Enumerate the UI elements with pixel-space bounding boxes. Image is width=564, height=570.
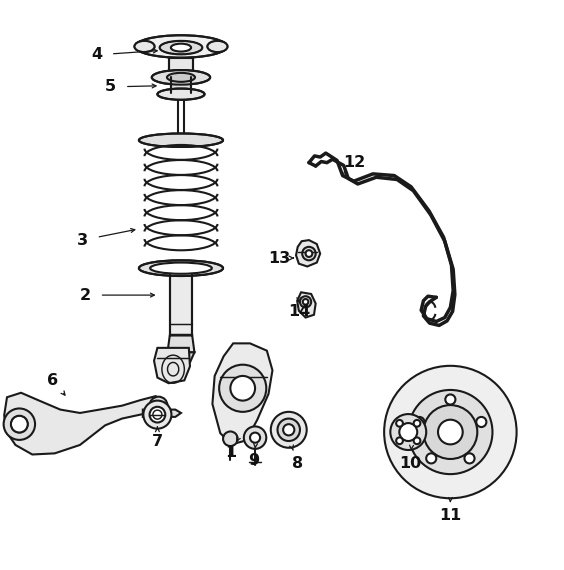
Polygon shape [170,274,192,336]
Polygon shape [143,410,181,417]
Ellipse shape [134,41,155,52]
Text: 8: 8 [292,456,303,471]
Circle shape [408,390,492,474]
Text: 14: 14 [288,304,310,319]
Circle shape [438,420,462,445]
Ellipse shape [139,260,223,276]
Text: 13: 13 [268,251,290,266]
Circle shape [11,416,28,433]
Text: 2: 2 [80,288,91,303]
Circle shape [219,365,266,412]
Circle shape [413,420,420,427]
Text: 7: 7 [152,434,163,449]
Circle shape [415,417,425,427]
Text: 11: 11 [439,508,461,523]
Circle shape [271,412,307,448]
Circle shape [424,405,477,459]
Polygon shape [296,240,320,267]
Circle shape [306,250,312,257]
Text: 3: 3 [77,233,89,247]
Circle shape [413,437,420,444]
Polygon shape [169,58,193,73]
Text: 12: 12 [343,155,365,170]
Circle shape [303,299,309,304]
Text: 6: 6 [47,373,59,388]
Circle shape [300,296,311,307]
Text: 4: 4 [91,47,102,62]
Ellipse shape [157,88,205,100]
Circle shape [3,409,35,440]
Ellipse shape [160,41,202,54]
Circle shape [230,376,255,401]
Ellipse shape [135,35,227,58]
Polygon shape [171,78,191,92]
Circle shape [143,401,171,429]
Circle shape [396,420,403,427]
Circle shape [149,397,168,414]
Ellipse shape [139,133,223,147]
Circle shape [464,453,474,463]
Circle shape [446,394,455,405]
Circle shape [223,431,237,446]
Text: 1: 1 [225,445,236,460]
Ellipse shape [208,41,227,52]
Circle shape [283,424,294,435]
Polygon shape [168,352,195,363]
Ellipse shape [167,73,195,82]
Text: 10: 10 [399,456,421,471]
Ellipse shape [150,263,212,274]
Circle shape [277,418,300,441]
Ellipse shape [171,44,191,51]
Circle shape [149,407,165,422]
Circle shape [250,433,260,443]
Polygon shape [297,292,316,317]
Circle shape [399,423,417,441]
Text: 5: 5 [105,79,116,95]
Circle shape [476,417,486,427]
Circle shape [396,437,403,444]
Text: 9: 9 [248,453,259,467]
Circle shape [390,414,426,450]
Circle shape [384,366,517,498]
Circle shape [426,453,437,463]
Circle shape [302,247,316,260]
Polygon shape [213,343,272,445]
Polygon shape [168,336,195,352]
Polygon shape [4,393,161,454]
Polygon shape [154,348,190,383]
Ellipse shape [152,70,210,84]
Circle shape [244,426,266,449]
